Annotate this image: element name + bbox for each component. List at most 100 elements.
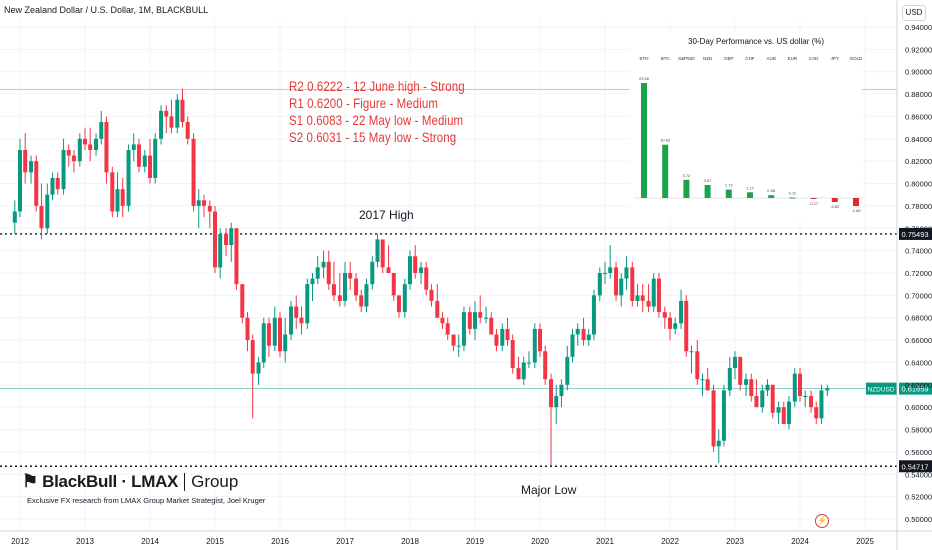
time-tick-label: 2014 xyxy=(141,537,159,546)
candle-body xyxy=(721,390,726,441)
candle-body xyxy=(733,356,737,369)
candle-body xyxy=(136,144,141,167)
price-tick-label: 0.80000 xyxy=(905,180,932,189)
candle-body xyxy=(792,373,797,402)
inset-category-label: CAD xyxy=(809,56,819,61)
inset-bar xyxy=(768,195,775,198)
time-tick-label: 2024 xyxy=(791,537,809,546)
candle-body xyxy=(88,144,93,150)
candle-body xyxy=(484,317,489,319)
candle-body xyxy=(370,261,375,285)
candle-body xyxy=(45,194,50,229)
candle-body xyxy=(261,323,266,363)
inset-category-label: S&P500 xyxy=(678,56,695,61)
candle-body xyxy=(760,390,765,408)
price-tick-label: 0.84000 xyxy=(905,135,932,144)
bull-logo-icon: ⚑ xyxy=(22,471,39,491)
candle-body xyxy=(695,351,700,380)
brand-logo: ⚑ BlackBull · LMAX Group xyxy=(22,471,238,492)
price-tick-label: 0.56000 xyxy=(905,448,932,457)
candle-body xyxy=(23,150,28,173)
price-axis[interactable]: 0.94000 0.92000 0.90000 0.88000 0.86000 0.840… xyxy=(896,0,932,550)
candle-body xyxy=(489,317,494,335)
candle-body xyxy=(640,295,645,301)
candle-body xyxy=(256,362,261,374)
candle-body xyxy=(776,407,781,413)
inset-bar xyxy=(853,198,859,207)
candle-body xyxy=(315,267,320,279)
inset-category-label: NZD xyxy=(703,56,713,61)
candle-body xyxy=(61,150,66,190)
candle-body xyxy=(727,368,732,391)
candle-body xyxy=(586,334,591,341)
candle-body xyxy=(289,306,294,335)
candle-body xyxy=(364,284,369,307)
low-annotation: Major Low xyxy=(521,483,577,497)
current-price-tag xyxy=(899,382,932,395)
candle-body xyxy=(39,205,44,229)
candle-body xyxy=(770,384,775,413)
time-tick-label: 2020 xyxy=(531,537,549,546)
candle-body xyxy=(213,211,217,268)
candle-body xyxy=(191,138,196,206)
candle-body xyxy=(272,317,277,346)
candle-body xyxy=(603,273,607,274)
price-tick-label: 0.92000 xyxy=(905,45,932,54)
price-tick-label: 0.72000 xyxy=(905,269,932,278)
inset-background xyxy=(630,32,862,218)
time-tick-label: 2021 xyxy=(596,537,614,546)
candle-body xyxy=(526,362,531,364)
candle-body xyxy=(424,267,429,290)
candle-body xyxy=(597,273,602,296)
candle-body xyxy=(180,99,185,123)
inset-value-label: 10.92 xyxy=(660,138,671,143)
candle-body xyxy=(245,317,250,341)
level-note-r2: R2 0.6222 - 12 June high - Strong xyxy=(289,78,465,94)
time-tick-label: 2018 xyxy=(401,537,419,546)
candlestick-series xyxy=(12,88,830,466)
candle-body xyxy=(624,267,629,279)
inset-value-label: -1.66 xyxy=(851,208,861,213)
support-resistance-notes: R2 0.6222 - 12 June high - Strong R1 0.6… xyxy=(289,78,503,146)
inset-value-label: 0.11 xyxy=(789,190,797,195)
candle-body xyxy=(744,379,749,385)
price-tick-label: 0.74000 xyxy=(905,247,932,256)
level-note-r1: R1 0.6200 - Figure - Medium xyxy=(289,95,438,111)
inset-bar xyxy=(831,198,838,203)
level-note-s2: S2 0.6031 - 15 May low - Strong xyxy=(289,129,457,145)
candle-body xyxy=(321,261,326,268)
candle-body xyxy=(50,177,55,195)
candle-body xyxy=(196,200,201,206)
candle-body xyxy=(456,345,461,347)
candle-body xyxy=(803,396,808,397)
logo-divider xyxy=(184,472,186,491)
candle-body xyxy=(77,138,82,162)
level-lines: 0.75493 0.54717 NZDUSD 0.61659 xyxy=(0,89,932,473)
candle-body xyxy=(505,328,510,341)
price-tick-label: 0.68000 xyxy=(905,314,932,323)
candle-body xyxy=(29,161,34,173)
candle-body xyxy=(396,295,401,313)
candle-body xyxy=(570,334,575,357)
candle-body xyxy=(175,99,180,128)
currency-button[interactable]: USD xyxy=(902,5,926,21)
candle-body xyxy=(538,328,542,352)
price-tick-label: 0.88000 xyxy=(905,90,932,99)
candle-body xyxy=(299,317,304,324)
inset-value-label: -0.82 xyxy=(830,204,840,209)
candle-body xyxy=(516,368,521,380)
time-axis[interactable]: 2012 2013 2014 2015 2016 2017 2018 2019 2020 2021… xyxy=(0,530,932,546)
flash-icon[interactable]: ⚡ xyxy=(815,514,829,528)
time-tick-label: 2023 xyxy=(726,537,744,546)
price-tick-label: 0.58000 xyxy=(905,426,932,435)
candle-body xyxy=(153,138,158,178)
candle-body xyxy=(575,328,580,335)
candle-body xyxy=(451,334,456,346)
candle-body xyxy=(402,284,407,313)
candle-body xyxy=(419,267,424,273)
high-annotation: 2017 High xyxy=(359,208,414,222)
candle-body xyxy=(473,312,477,329)
inset-category-label: ETH xyxy=(640,56,649,61)
candle-body xyxy=(754,396,759,408)
